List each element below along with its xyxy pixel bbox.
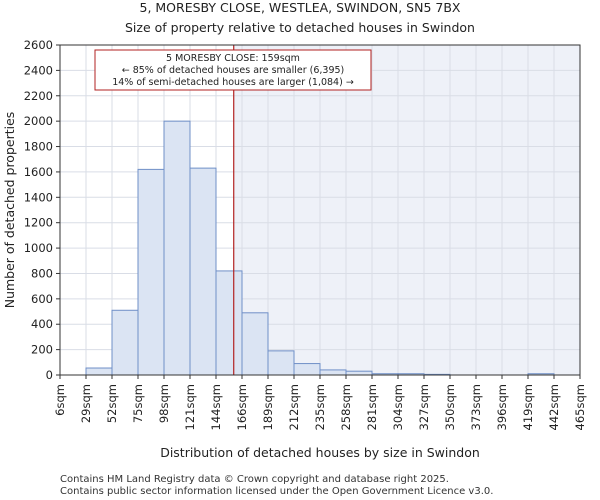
x-tick-label: 98sqm [157,384,171,423]
y-tick-label: 400 [31,317,53,331]
y-tick-label: 1400 [24,190,53,204]
x-tick-label: 396sqm [495,384,509,430]
x-tick-label: 281sqm [365,384,379,430]
y-tick-label: 800 [31,266,53,280]
y-tick-label: 1800 [24,140,53,154]
annotation-line-3: 14% of semi-detached houses are larger (… [112,77,354,88]
x-axis-label: Distribution of detached houses by size … [160,445,480,460]
footer-line-1: Contains HM Land Registry data © Crown c… [60,474,449,485]
y-tick-label: 200 [31,343,53,357]
y-tick-label: 600 [31,292,53,306]
bars-group [85,120,555,376]
x-tick-label: 235sqm [313,384,327,430]
bar [293,363,321,376]
chart-title: 5, MORESBY CLOSE, WESTLEA, SWINDON, SN5 … [140,0,461,15]
x-tick-label: 327sqm [417,384,431,430]
y-tick-label: 2600 [24,38,53,52]
plot-area [59,44,581,376]
chart-subtitle: Size of property relative to detached ho… [125,20,475,35]
annotation-frame [94,49,372,91]
y-tick-label: 2400 [24,63,53,77]
x-tick-label: 350sqm [443,384,457,430]
bar [267,350,295,376]
y-axis-ticks: 0 200 400 600 800 1000 1200 1400 1600 1800 2000 220… [24,38,60,382]
x-tick-label: 258sqm [339,384,353,430]
x-tick-label: 212sqm [287,384,301,430]
y-tick-label: 2000 [24,114,53,128]
x-tick-label: 419sqm [521,384,535,430]
x-tick-label: 189sqm [261,384,275,430]
larger-region-shading [233,45,580,375]
x-tick-label: 29sqm [79,384,93,423]
y-tick-label: 0 [46,368,53,382]
x-tick-label: 373sqm [469,384,483,430]
x-tick-label: 465sqm [573,384,587,430]
bar [189,167,217,376]
bar [215,270,243,376]
x-tick-label: 304sqm [391,384,405,430]
x-axis-ticks: 6sqm 29sqm 52sqm 75sqm 98sqm 121sqm 144sqm 166s… [53,375,587,430]
bar [111,309,139,376]
bar [163,120,191,376]
y-axis-label: Number of detached properties [2,112,17,309]
y-tick-label: 1000 [24,241,53,255]
annotation-box: 5 MORESBY CLOSE: 159sqm ← 85% of detache… [94,49,372,91]
bar [85,367,113,376]
x-tick-label: 52sqm [105,384,119,423]
x-tick-label: 166sqm [235,384,249,430]
annotation-line-1: 5 MORESBY CLOSE: 159sqm [166,53,300,64]
footer-line-2: Contains public sector information licen… [60,486,493,497]
bar [319,369,347,376]
bar [241,312,269,376]
x-tick-label: 144sqm [209,384,223,430]
x-tick-label: 6sqm [53,384,67,416]
y-tick-label: 1600 [24,165,53,179]
x-tick-label: 442sqm [547,384,561,430]
y-tick-label: 2200 [24,89,53,103]
y-tick-label: 1200 [24,216,53,230]
x-tick-label: 121sqm [183,384,197,430]
x-tick-label: 75sqm [131,384,145,423]
bar [137,168,165,376]
bar [345,370,373,376]
annotation-line-2: ← 85% of detached houses are smaller (6,… [122,65,345,76]
